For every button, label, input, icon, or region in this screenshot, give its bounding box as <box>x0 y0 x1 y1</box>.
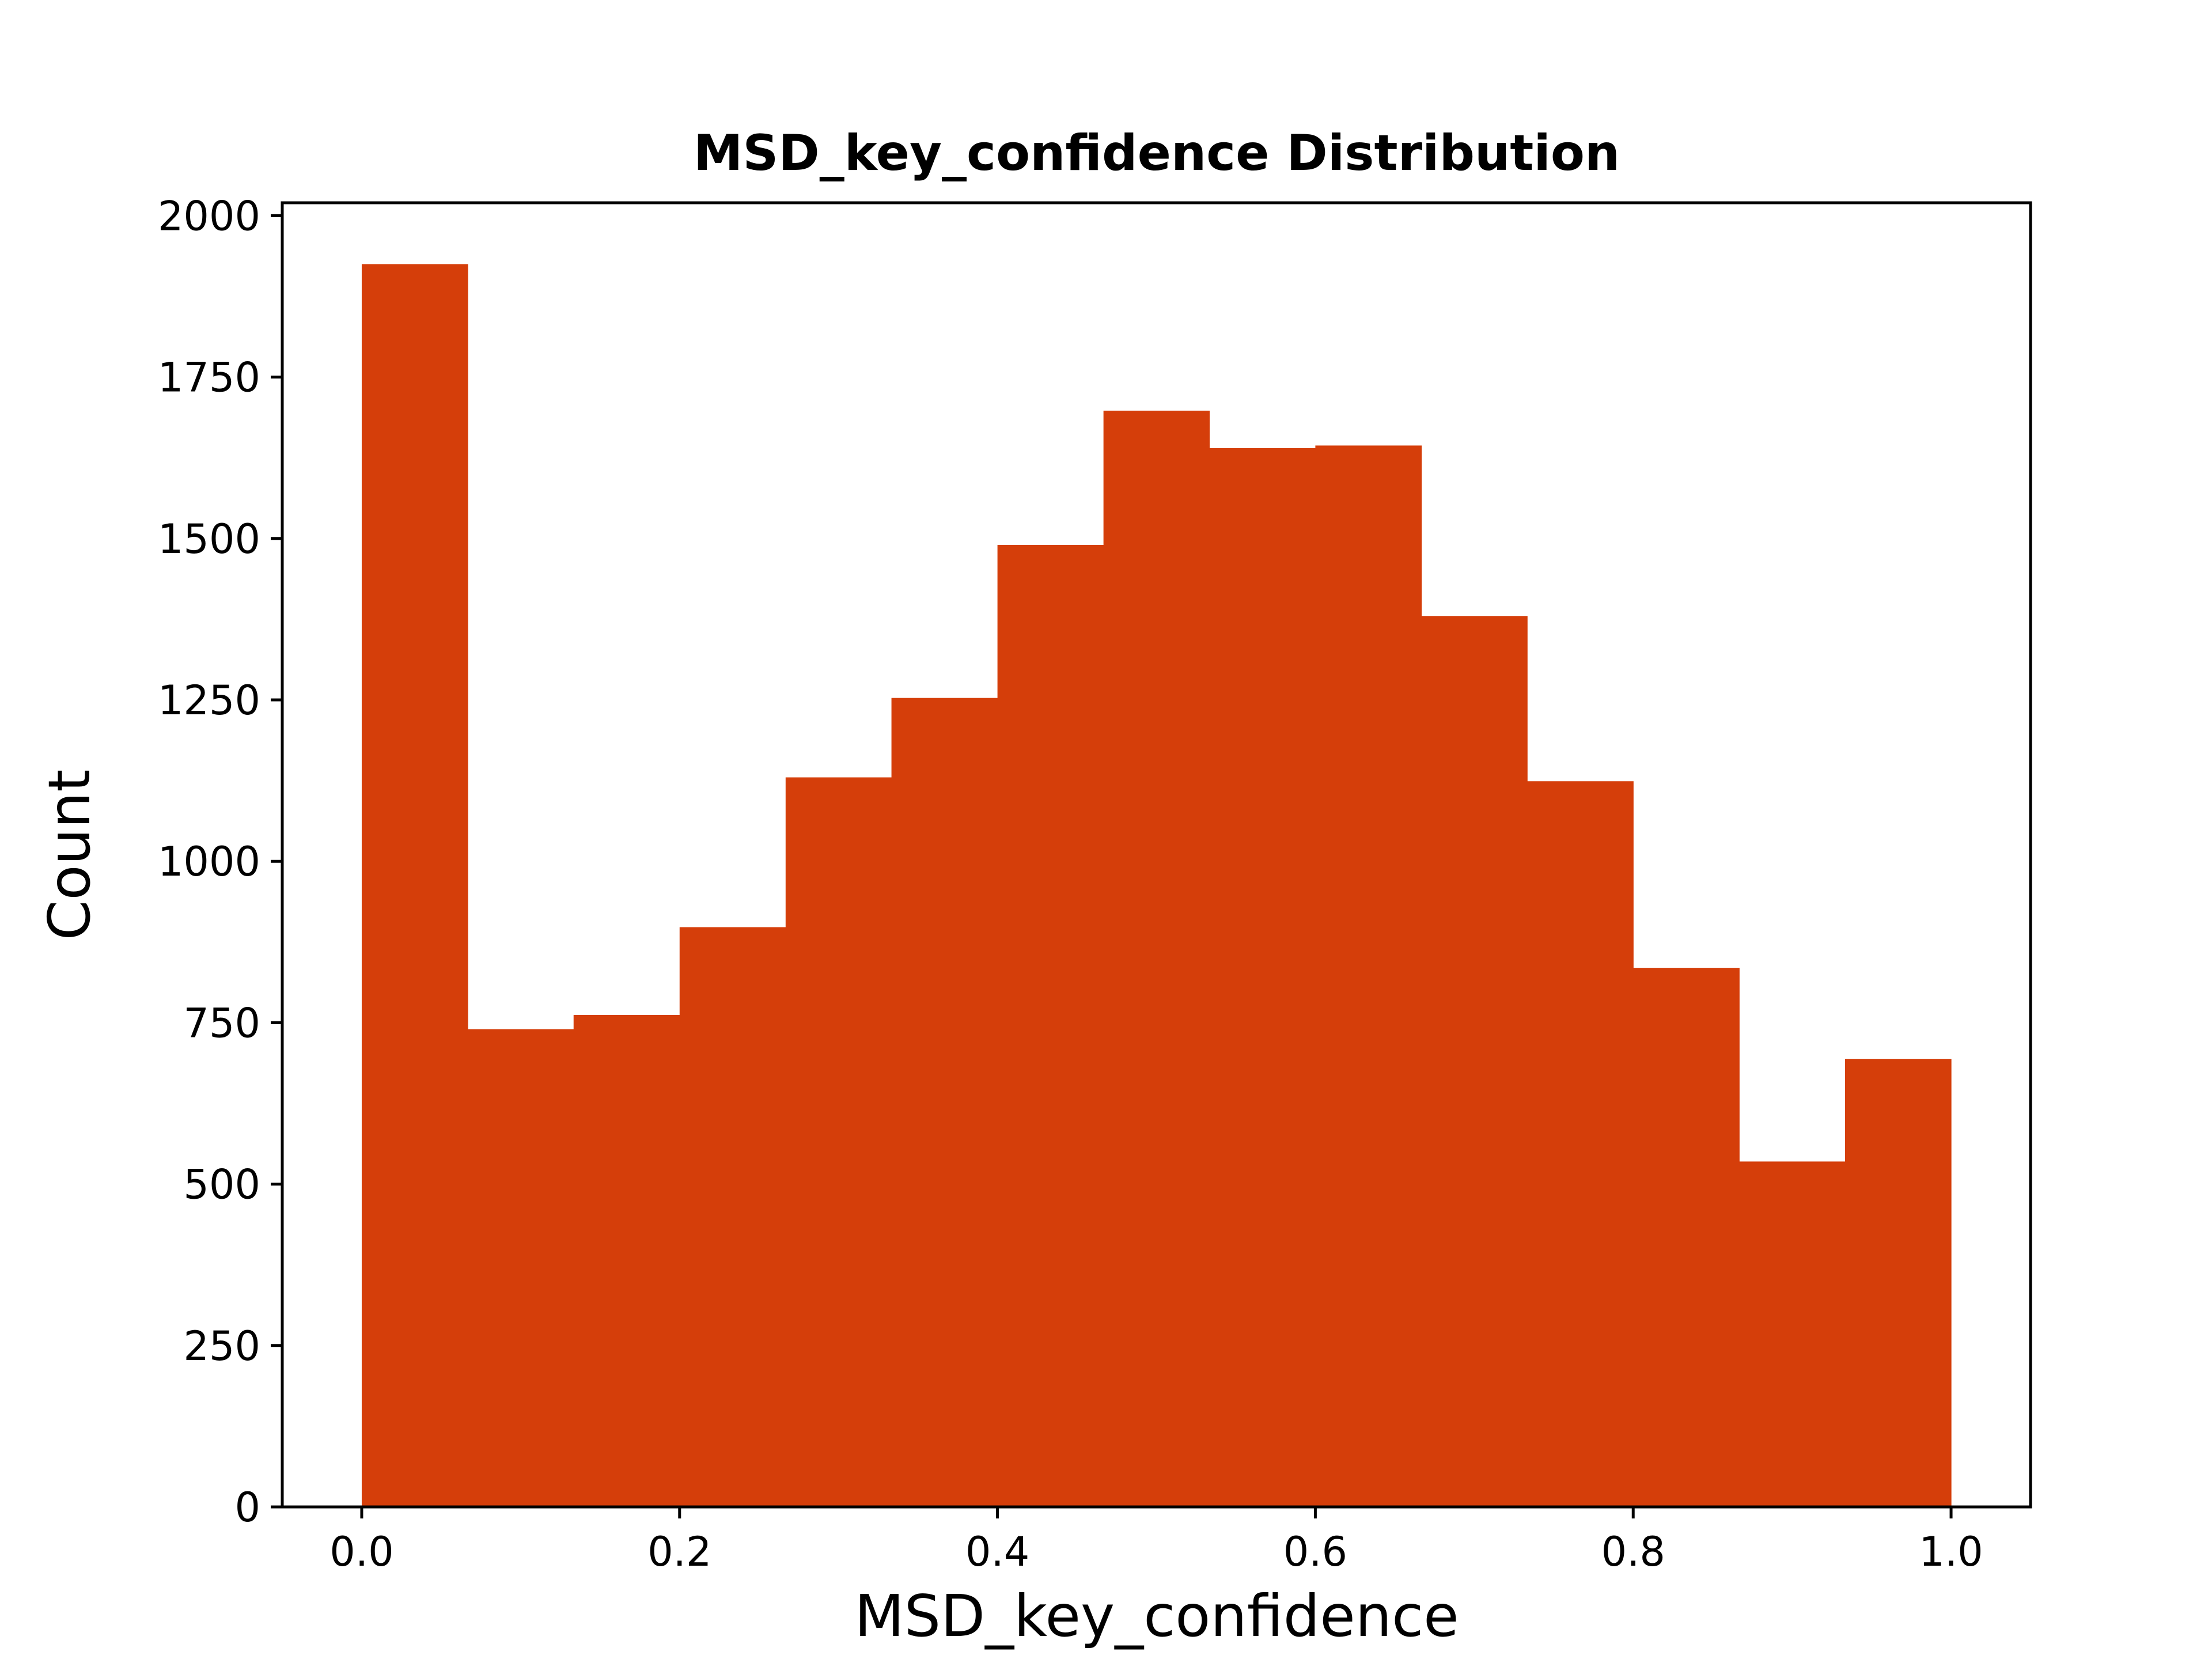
histogram-bar <box>1421 616 1528 1507</box>
x-tick-label: 0.4 <box>965 1528 1029 1575</box>
histogram-bar <box>1845 1059 1952 1507</box>
histogram-bar <box>891 698 998 1507</box>
y-tick-label: 1250 <box>158 677 260 724</box>
histogram-bar <box>1103 410 1210 1507</box>
histogram-bar <box>573 1014 680 1507</box>
x-tick-label: 0.0 <box>329 1528 393 1575</box>
histogram-bar <box>997 545 1104 1507</box>
plot-area-frame <box>281 201 2032 1509</box>
histogram-bar <box>467 1029 574 1507</box>
y-tick-label: 250 <box>183 1323 260 1370</box>
x-axis-label: MSD_key_confidence <box>854 1582 1459 1650</box>
histogram-bars <box>361 264 1952 1507</box>
y-tick-label: 0 <box>234 1484 260 1531</box>
histogram-bar <box>1739 1161 1846 1507</box>
histogram-bar <box>1633 968 1740 1507</box>
y-axis-label: Count <box>36 770 103 941</box>
y-tick-label: 1000 <box>158 838 260 885</box>
histogram-bar <box>361 264 468 1507</box>
y-tick-label: 750 <box>183 999 260 1047</box>
chart-title: MSD_key_confidence Distribution <box>694 124 1620 182</box>
y-tick-label: 2000 <box>158 192 260 240</box>
y-tick-label: 1750 <box>158 354 260 402</box>
histogram-bar <box>1527 781 1634 1507</box>
y-axis-ticks: 0 250 500 750 1000 1250 1500 1750 2000 <box>158 192 282 1531</box>
x-axis-ticks: 0.0 0.2 0.4 0.6 0.8 1.0 <box>329 1507 1983 1575</box>
x-tick-label: 0.8 <box>1601 1528 1665 1575</box>
y-tick-label: 500 <box>183 1161 260 1209</box>
histogram-bar <box>785 777 892 1507</box>
histogram-bar <box>1209 448 1316 1507</box>
x-tick-label: 1.0 <box>1919 1528 1983 1575</box>
histogram-bar <box>1315 445 1422 1507</box>
x-tick-label: 0.6 <box>1283 1528 1347 1575</box>
x-tick-label: 0.2 <box>647 1528 711 1575</box>
y-tick-label: 1500 <box>158 516 260 563</box>
histogram-bar <box>679 927 786 1507</box>
